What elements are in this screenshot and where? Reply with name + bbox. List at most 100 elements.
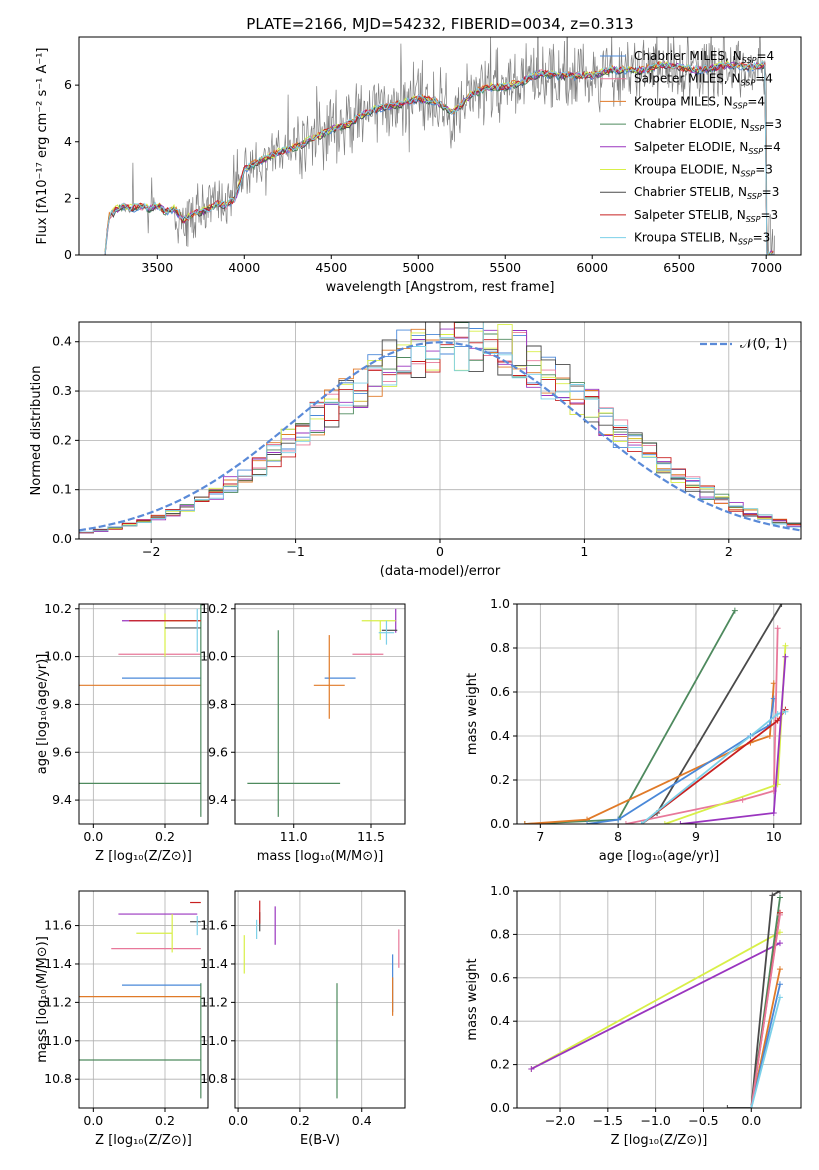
cumulative-marker (584, 821, 591, 824)
cumulative-line (750, 997, 781, 1108)
cumulative-marker (638, 821, 645, 824)
y-tick-label: 10.0 (200, 649, 228, 664)
y-tick-label: 2 (64, 190, 72, 205)
mass-EBV-frame (234, 890, 406, 1109)
y-tick-label: 0 (64, 247, 72, 262)
x-tick-label: 0.2 (155, 1113, 175, 1128)
y-tick-label: 9.4 (52, 792, 72, 807)
legend-entry: Kroupa ELODIE, NSSP=3 (634, 163, 773, 179)
x-tick-label: 2 (725, 544, 733, 559)
mass-Z-plot: 0.0 0.2 10.8 11.0 11.2 11.4 11.6 Z [log₁₀(Z/Z⊙)… (35, 890, 209, 1148)
age-Z-marks (79, 604, 202, 817)
cumulative-marker (731, 607, 738, 614)
x-axis-label: E(B-V) (300, 1133, 340, 1148)
x-tick-label: 0.2 (290, 1113, 310, 1128)
y-axis-label: Flux [fλ10⁻¹⁷ erg cm⁻² s⁻¹ A⁻¹] (35, 48, 50, 245)
x-tick-label: 0 (436, 544, 444, 559)
x-axis-label: age [log₁₀(age/yr)] (599, 849, 720, 864)
x-tick-label: 0.0 (741, 1113, 761, 1128)
y-tick-label: 0.2 (52, 432, 72, 447)
y-tick-label: 9.6 (52, 744, 72, 759)
cumulative-marker (748, 1105, 755, 1108)
cumulative-marker (528, 1065, 535, 1072)
cumulative-line (625, 628, 779, 824)
residuals-marks (79, 322, 801, 534)
x-tick-label: 1 (580, 544, 588, 559)
y-tick-label: 11.2 (200, 994, 228, 1009)
cumulative-marker (677, 821, 684, 824)
age-Z-frame (78, 603, 209, 825)
cumulative-age-plot: 7 8 9 10 0.0 0.2 0.4 0.6 0.8 1.0 age [log₁₀(age/yr… (465, 596, 802, 864)
cumulative-line (530, 931, 781, 1070)
y-tick-label: 10.0 (44, 649, 72, 664)
y-tick-label: 0.6 (490, 970, 510, 985)
cumulative-marker (739, 796, 746, 803)
x-tick-label: −1.5 (593, 1113, 623, 1128)
mass-Z-marks (79, 901, 202, 1099)
x-tick-label: −0.5 (688, 1113, 718, 1128)
cumulative-marker (615, 816, 622, 823)
y-tick-label: 11.4 (44, 956, 72, 971)
y-tick-label: 11.4 (200, 956, 228, 971)
cumulative-marker (776, 994, 783, 1001)
cumulative-marker (776, 911, 783, 918)
x-tick-label: −1.0 (640, 1113, 670, 1128)
y-tick-label: 0.0 (52, 531, 72, 546)
y-tick-label: 4 (64, 134, 72, 149)
x-tick-label: 0.0 (83, 829, 103, 844)
spectrum-legend: Chabrier MILES, NSSP=4 Salpeter MILES, NS… (600, 49, 782, 247)
y-tick-label: 0.2 (490, 1057, 510, 1072)
x-tick-label: 5500 (489, 260, 521, 275)
x-tick-label: 7 (536, 829, 544, 844)
residual-histogram (79, 322, 801, 533)
residuals-plot: −2 −1 0 1 2 0.0 0.1 0.2 0.3 0.4 (data-model)/error… (29, 321, 802, 579)
y-tick-label: 10.8 (44, 1071, 72, 1086)
cumulative-line (524, 610, 736, 824)
x-tick-label: 4500 (315, 260, 347, 275)
legend-entry: Chabrier MILES, NSSP=4 (634, 49, 774, 65)
x-axis-label: wavelength [Angstrom, rest frame] (326, 280, 555, 295)
spectrum-plot: 3500 4000 4500 5000 5500 6000 6500 7000 0 2 4 6 wave… (35, 36, 802, 295)
x-tick-label: −1 (286, 544, 304, 559)
y-tick-label: 0.4 (52, 334, 72, 349)
cumulative-line (750, 914, 781, 1108)
y-tick-label: 0.0 (490, 1100, 510, 1115)
y-tick-label: 0.3 (52, 383, 72, 398)
y-axis-label: mass weight (465, 673, 480, 755)
y-tick-label: 0.6 (490, 684, 510, 699)
y-tick-label: 0.8 (490, 640, 510, 655)
x-tick-label: 0.0 (83, 1113, 103, 1128)
x-tick-label: 0.2 (155, 829, 175, 844)
legend-entry: Chabrier STELIB, NSSP=3 (634, 185, 779, 201)
normal-curve (79, 341, 801, 532)
x-tick-label: 0.4 (352, 1113, 372, 1128)
cumulative-marker (766, 733, 773, 739)
x-axis-label: mass [log₁₀(M/M⊙)] (257, 849, 384, 864)
x-tick-label: 10 (766, 829, 782, 844)
x-axis-label: (data-model)/error (380, 564, 501, 579)
age-mass-marks (247, 608, 398, 817)
cumulative-line (664, 645, 787, 824)
legend-entry: Salpeter MILES, NSSP=4 (634, 72, 773, 88)
cumulative-marker (776, 891, 783, 894)
x-tick-label: 8 (614, 829, 622, 844)
cumulative-Z-plot: −2.0 −1.5 −1.0 −0.5 0.0 0.0 0.2 0.4 0.6 0.8 1.0 Z [… (465, 883, 802, 1148)
legend-entry: Salpeter ELODIE, NSSP=4 (634, 140, 781, 156)
cumulative-marker (774, 711, 781, 717)
spectrum-frame (78, 36, 802, 256)
x-tick-label: 6000 (576, 260, 608, 275)
y-tick-label: 6 (64, 77, 72, 92)
legend-entry: Kroupa STELIB, NSSP=3 (634, 231, 770, 247)
y-tick-label: 9.8 (52, 696, 72, 711)
y-tick-label: 10.2 (200, 601, 228, 616)
cumulative-marker (774, 717, 781, 724)
y-axis-label: mass weight (465, 958, 480, 1040)
y-tick-label: 0.2 (490, 772, 510, 787)
normal-legend-label: 𝒩(0, 1) (740, 337, 787, 352)
y-tick-label: 11.2 (44, 994, 72, 1009)
x-tick-label: 0.0 (228, 1113, 248, 1128)
x-tick-label: 5000 (402, 260, 434, 275)
residual-histogram (79, 322, 801, 533)
x-tick-label: 11.5 (357, 829, 385, 844)
